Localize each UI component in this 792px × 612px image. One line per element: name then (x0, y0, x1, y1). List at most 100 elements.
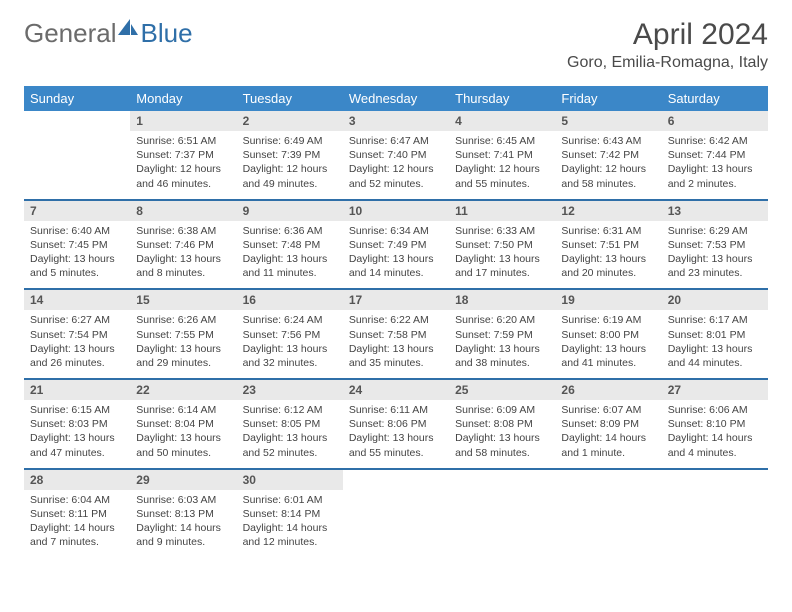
calendar-day-cell: 29Sunrise: 6:03 AMSunset: 8:13 PMDayligh… (130, 469, 236, 558)
day-number: 18 (449, 290, 555, 310)
day-number: 17 (343, 290, 449, 310)
day-details: Sunrise: 6:09 AMSunset: 8:08 PMDaylight:… (449, 400, 555, 468)
calendar-day-cell (555, 469, 661, 558)
day-number: 7 (24, 201, 130, 221)
day-details: Sunrise: 6:45 AMSunset: 7:41 PMDaylight:… (449, 131, 555, 199)
calendar-day-cell: 15Sunrise: 6:26 AMSunset: 7:55 PMDayligh… (130, 289, 236, 379)
day-details: Sunrise: 6:29 AMSunset: 7:53 PMDaylight:… (662, 221, 768, 289)
calendar-day-cell (449, 469, 555, 558)
day-number: 9 (237, 201, 343, 221)
day-details: Sunrise: 6:26 AMSunset: 7:55 PMDaylight:… (130, 310, 236, 378)
day-number: 16 (237, 290, 343, 310)
day-number: 1 (130, 111, 236, 131)
day-number: 2 (237, 111, 343, 131)
calendar-day-cell: 19Sunrise: 6:19 AMSunset: 8:00 PMDayligh… (555, 289, 661, 379)
day-details: Sunrise: 6:17 AMSunset: 8:01 PMDaylight:… (662, 310, 768, 378)
calendar-day-cell (662, 469, 768, 558)
day-details: Sunrise: 6:01 AMSunset: 8:14 PMDaylight:… (237, 490, 343, 558)
day-number: 22 (130, 380, 236, 400)
day-number: 5 (555, 111, 661, 131)
calendar-day-cell: 23Sunrise: 6:12 AMSunset: 8:05 PMDayligh… (237, 379, 343, 469)
day-number: 30 (237, 470, 343, 490)
calendar-week-row: 21Sunrise: 6:15 AMSunset: 8:03 PMDayligh… (24, 379, 768, 469)
day-details: Sunrise: 6:49 AMSunset: 7:39 PMDaylight:… (237, 131, 343, 199)
weekday-header: Thursday (449, 86, 555, 111)
calendar-head: SundayMondayTuesdayWednesdayThursdayFrid… (24, 86, 768, 111)
calendar-day-cell: 27Sunrise: 6:06 AMSunset: 8:10 PMDayligh… (662, 379, 768, 469)
day-details: Sunrise: 6:31 AMSunset: 7:51 PMDaylight:… (555, 221, 661, 289)
day-details: Sunrise: 6:42 AMSunset: 7:44 PMDaylight:… (662, 131, 768, 199)
day-number: 3 (343, 111, 449, 131)
day-details: Sunrise: 6:40 AMSunset: 7:45 PMDaylight:… (24, 221, 130, 289)
day-number: 4 (449, 111, 555, 131)
day-details: Sunrise: 6:34 AMSunset: 7:49 PMDaylight:… (343, 221, 449, 289)
calendar-day-cell: 10Sunrise: 6:34 AMSunset: 7:49 PMDayligh… (343, 200, 449, 290)
day-number: 10 (343, 201, 449, 221)
brand-part2: Blue (141, 18, 193, 49)
location: Goro, Emilia-Romagna, Italy (567, 54, 768, 72)
calendar-day-cell: 3Sunrise: 6:47 AMSunset: 7:40 PMDaylight… (343, 111, 449, 200)
calendar-day-cell: 21Sunrise: 6:15 AMSunset: 8:03 PMDayligh… (24, 379, 130, 469)
day-details: Sunrise: 6:51 AMSunset: 7:37 PMDaylight:… (130, 131, 236, 199)
month-title: April 2024 (567, 18, 768, 52)
calendar-day-cell: 30Sunrise: 6:01 AMSunset: 8:14 PMDayligh… (237, 469, 343, 558)
calendar-table: SundayMondayTuesdayWednesdayThursdayFrid… (24, 86, 768, 557)
calendar-day-cell: 26Sunrise: 6:07 AMSunset: 8:09 PMDayligh… (555, 379, 661, 469)
calendar-day-cell: 4Sunrise: 6:45 AMSunset: 7:41 PMDaylight… (449, 111, 555, 200)
day-number: 13 (662, 201, 768, 221)
calendar-day-cell: 24Sunrise: 6:11 AMSunset: 8:06 PMDayligh… (343, 379, 449, 469)
day-number: 11 (449, 201, 555, 221)
day-number: 21 (24, 380, 130, 400)
calendar-day-cell (24, 111, 130, 200)
brand-logo: General Blue (24, 18, 193, 49)
day-details: Sunrise: 6:20 AMSunset: 7:59 PMDaylight:… (449, 310, 555, 378)
day-details: Sunrise: 6:24 AMSunset: 7:56 PMDaylight:… (237, 310, 343, 378)
calendar-body: 1Sunrise: 6:51 AMSunset: 7:37 PMDaylight… (24, 111, 768, 557)
day-details: Sunrise: 6:47 AMSunset: 7:40 PMDaylight:… (343, 131, 449, 199)
calendar-day-cell: 14Sunrise: 6:27 AMSunset: 7:54 PMDayligh… (24, 289, 130, 379)
calendar-day-cell: 11Sunrise: 6:33 AMSunset: 7:50 PMDayligh… (449, 200, 555, 290)
day-number: 14 (24, 290, 130, 310)
calendar-day-cell: 13Sunrise: 6:29 AMSunset: 7:53 PMDayligh… (662, 200, 768, 290)
calendar-day-cell: 17Sunrise: 6:22 AMSunset: 7:58 PMDayligh… (343, 289, 449, 379)
day-details: Sunrise: 6:12 AMSunset: 8:05 PMDaylight:… (237, 400, 343, 468)
calendar-day-cell (343, 469, 449, 558)
day-details: Sunrise: 6:07 AMSunset: 8:09 PMDaylight:… (555, 400, 661, 468)
day-number: 8 (130, 201, 236, 221)
day-number: 27 (662, 380, 768, 400)
day-number: 28 (24, 470, 130, 490)
weekday-header: Monday (130, 86, 236, 111)
calendar-day-cell: 9Sunrise: 6:36 AMSunset: 7:48 PMDaylight… (237, 200, 343, 290)
day-details: Sunrise: 6:04 AMSunset: 8:11 PMDaylight:… (24, 490, 130, 558)
day-details: Sunrise: 6:22 AMSunset: 7:58 PMDaylight:… (343, 310, 449, 378)
day-details: Sunrise: 6:11 AMSunset: 8:06 PMDaylight:… (343, 400, 449, 468)
calendar-week-row: 7Sunrise: 6:40 AMSunset: 7:45 PMDaylight… (24, 200, 768, 290)
calendar-week-row: 14Sunrise: 6:27 AMSunset: 7:54 PMDayligh… (24, 289, 768, 379)
calendar-day-cell: 25Sunrise: 6:09 AMSunset: 8:08 PMDayligh… (449, 379, 555, 469)
calendar-day-cell: 28Sunrise: 6:04 AMSunset: 8:11 PMDayligh… (24, 469, 130, 558)
day-details: Sunrise: 6:43 AMSunset: 7:42 PMDaylight:… (555, 131, 661, 199)
day-number: 24 (343, 380, 449, 400)
day-details: Sunrise: 6:03 AMSunset: 8:13 PMDaylight:… (130, 490, 236, 558)
title-block: April 2024 Goro, Emilia-Romagna, Italy (567, 18, 768, 72)
calendar-day-cell: 20Sunrise: 6:17 AMSunset: 8:01 PMDayligh… (662, 289, 768, 379)
day-details: Sunrise: 6:19 AMSunset: 8:00 PMDaylight:… (555, 310, 661, 378)
calendar-week-row: 28Sunrise: 6:04 AMSunset: 8:11 PMDayligh… (24, 469, 768, 558)
weekday-header: Wednesday (343, 86, 449, 111)
day-number: 25 (449, 380, 555, 400)
day-number: 20 (662, 290, 768, 310)
day-details: Sunrise: 6:33 AMSunset: 7:50 PMDaylight:… (449, 221, 555, 289)
day-number: 29 (130, 470, 236, 490)
weekday-header: Friday (555, 86, 661, 111)
day-details: Sunrise: 6:27 AMSunset: 7:54 PMDaylight:… (24, 310, 130, 378)
calendar-day-cell: 18Sunrise: 6:20 AMSunset: 7:59 PMDayligh… (449, 289, 555, 379)
day-details: Sunrise: 6:36 AMSunset: 7:48 PMDaylight:… (237, 221, 343, 289)
day-details: Sunrise: 6:15 AMSunset: 8:03 PMDaylight:… (24, 400, 130, 468)
weekday-header: Saturday (662, 86, 768, 111)
calendar-day-cell: 16Sunrise: 6:24 AMSunset: 7:56 PMDayligh… (237, 289, 343, 379)
calendar-week-row: 1Sunrise: 6:51 AMSunset: 7:37 PMDaylight… (24, 111, 768, 200)
calendar-day-cell: 8Sunrise: 6:38 AMSunset: 7:46 PMDaylight… (130, 200, 236, 290)
day-number: 19 (555, 290, 661, 310)
day-details: Sunrise: 6:38 AMSunset: 7:46 PMDaylight:… (130, 221, 236, 289)
day-details: Sunrise: 6:14 AMSunset: 8:04 PMDaylight:… (130, 400, 236, 468)
